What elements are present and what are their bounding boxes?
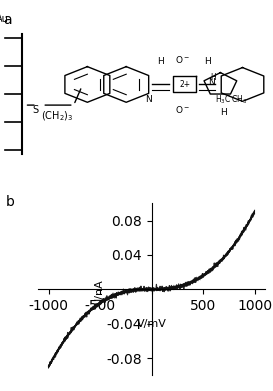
Text: H: H [220,108,227,117]
Text: H: H [210,73,216,82]
Text: H: H [204,57,210,66]
Text: Au: Au [0,14,9,24]
Text: CH$_3$: CH$_3$ [232,93,248,106]
Text: $\mathrm{S}$: $\mathrm{S}$ [32,103,39,115]
Text: $\mathrm{(CH_2)_3}$: $\mathrm{(CH_2)_3}$ [41,109,73,123]
Y-axis label: I/nA: I/nA [93,278,103,300]
Text: O$^-$: O$^-$ [175,54,190,65]
Text: N: N [208,78,215,87]
Text: b: b [5,196,14,210]
Text: a: a [3,13,11,27]
Text: H$_3$C: H$_3$C [215,93,231,106]
Text: O$^-$: O$^-$ [175,104,190,115]
Text: N: N [145,95,152,104]
Text: H: H [157,57,164,66]
Text: 2+: 2+ [179,80,191,89]
X-axis label: V/mV: V/mV [136,319,167,328]
